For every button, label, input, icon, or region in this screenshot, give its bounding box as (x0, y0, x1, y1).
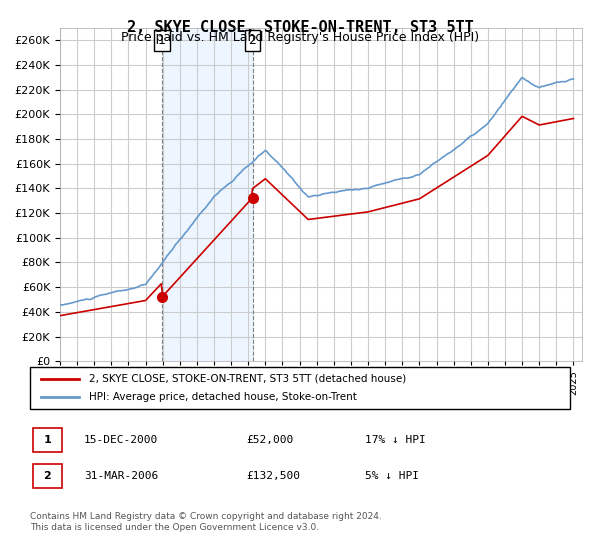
Text: 1: 1 (43, 435, 51, 445)
Text: 2, SKYE CLOSE, STOKE-ON-TRENT, ST3 5TT: 2, SKYE CLOSE, STOKE-ON-TRENT, ST3 5TT (127, 20, 473, 35)
Text: 2: 2 (248, 34, 256, 47)
Text: Contains HM Land Registry data © Crown copyright and database right 2024.
This d: Contains HM Land Registry data © Crown c… (30, 512, 382, 532)
Text: £52,000: £52,000 (246, 435, 293, 445)
Text: Price paid vs. HM Land Registry's House Price Index (HPI): Price paid vs. HM Land Registry's House … (121, 31, 479, 44)
Text: 17% ↓ HPI: 17% ↓ HPI (365, 435, 425, 445)
FancyBboxPatch shape (33, 428, 62, 452)
Text: 15-DEC-2000: 15-DEC-2000 (84, 435, 158, 445)
Text: 31-MAR-2006: 31-MAR-2006 (84, 471, 158, 481)
FancyBboxPatch shape (33, 464, 62, 488)
Text: 5% ↓ HPI: 5% ↓ HPI (365, 471, 419, 481)
Text: 1: 1 (158, 34, 166, 47)
Text: 2, SKYE CLOSE, STOKE-ON-TRENT, ST3 5TT (detached house): 2, SKYE CLOSE, STOKE-ON-TRENT, ST3 5TT (… (89, 374, 407, 384)
Text: £132,500: £132,500 (246, 471, 300, 481)
Text: 2: 2 (43, 471, 51, 481)
Bar (162, 28, 253, 361)
FancyBboxPatch shape (30, 367, 570, 409)
Text: HPI: Average price, detached house, Stoke-on-Trent: HPI: Average price, detached house, Stok… (89, 392, 357, 402)
